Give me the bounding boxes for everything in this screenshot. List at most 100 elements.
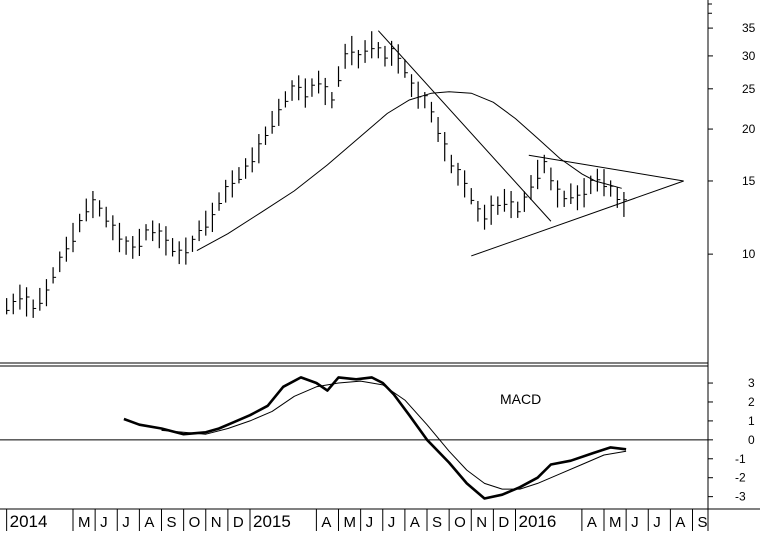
price-bar [251, 147, 256, 173]
price-bar [185, 237, 189, 265]
macd-y-tick-label: 2 [748, 395, 755, 409]
price-bar [278, 98, 282, 126]
price-bar [311, 78, 315, 97]
x-tick-label: S [432, 514, 442, 531]
price-bar [105, 206, 110, 228]
price-bar [477, 201, 481, 222]
x-tick-label: A [410, 514, 420, 531]
price-panel [0, 30, 708, 364]
price-bar [258, 134, 262, 164]
x-tick-label: D [498, 514, 509, 531]
price-bar [523, 191, 528, 212]
price-bar [264, 126, 269, 145]
x-tick-label: M [78, 514, 91, 531]
price-bar [291, 80, 296, 101]
price-bar [503, 188, 508, 212]
price-bar [59, 251, 63, 273]
price-bar [98, 200, 103, 217]
price-bar [623, 191, 627, 217]
price-bar [318, 70, 322, 94]
price-bar [39, 287, 43, 311]
price-bar [79, 213, 83, 233]
macd-label: MACD [500, 391, 541, 407]
x-tick-label: 2016 [519, 512, 557, 531]
price-bar [616, 187, 621, 208]
price-bar [231, 170, 236, 198]
price-bar [337, 66, 342, 87]
x-tick-label: J [366, 514, 374, 531]
trendline-3 [528, 154, 684, 182]
price-bar [324, 77, 329, 106]
x-tick-label: M [609, 514, 622, 531]
price-bar [198, 220, 203, 242]
price-bar [510, 190, 515, 219]
x-tick-label: N [476, 514, 487, 531]
price-bar [178, 241, 183, 265]
price-bar [517, 201, 521, 218]
price-bar [118, 222, 123, 253]
price-bar [576, 185, 581, 211]
price-bar [457, 162, 461, 186]
price-bar [298, 75, 302, 101]
price-y-tick-label: 20 [742, 122, 756, 136]
price-bar [165, 226, 169, 256]
x-tick-label: N [211, 514, 222, 531]
price-bar [331, 92, 335, 109]
price-bar [410, 74, 415, 97]
price-bar [444, 132, 448, 162]
price-bar [65, 236, 70, 262]
x-tick-label: A [144, 514, 154, 531]
price-bar [377, 42, 382, 59]
macd-y-tick-label: -2 [735, 471, 746, 485]
price-bar [218, 192, 223, 211]
macd-line [123, 376, 627, 500]
price-bar [364, 40, 369, 63]
x-tick-label: J [388, 514, 396, 531]
price-bar [570, 183, 574, 205]
x-tick-label: M [344, 514, 357, 531]
price-bar [351, 35, 355, 66]
price-bar [92, 190, 96, 219]
price-bar [450, 154, 455, 174]
price-bar [19, 284, 23, 310]
price-bar [490, 195, 495, 225]
x-tick-label: J [631, 514, 639, 531]
price-bar [85, 198, 90, 222]
price-bar [45, 279, 50, 307]
price-bar [191, 235, 196, 252]
price-bar [537, 159, 541, 190]
x-tick-label: A [587, 514, 597, 531]
x-tick-label: S [167, 514, 177, 531]
price-bar [384, 45, 388, 67]
price-bar [205, 210, 209, 236]
price-bar [152, 220, 156, 242]
macd-y-tick-label: 3 [748, 376, 755, 390]
x-tick-label: J [122, 514, 130, 531]
price-bar [304, 78, 309, 108]
price-bar [138, 228, 143, 256]
price-bar [603, 169, 608, 197]
price-y-tick-label: 25 [742, 82, 756, 96]
x-tick-label: J [653, 514, 661, 531]
price-bar [344, 43, 349, 69]
price-bar [497, 196, 501, 215]
price-bar [583, 178, 588, 208]
price-bar [112, 215, 116, 241]
price-bar [244, 158, 249, 179]
x-tick-label: S [698, 514, 708, 531]
price-bar [563, 190, 568, 207]
price-bar [25, 287, 30, 317]
price-y-tick-label: 10 [742, 247, 756, 261]
x-tick-label: O [454, 514, 466, 531]
x-tick-label: 2014 [10, 512, 48, 531]
price-y-tick-label: 30 [742, 49, 756, 63]
price-bar [225, 179, 229, 203]
x-tick-label: J [100, 514, 108, 531]
macd-y-tick-label: -3 [735, 490, 746, 504]
trendline-2 [471, 180, 684, 257]
price-bar [52, 267, 57, 284]
macd-y-tick-label: 1 [748, 414, 755, 428]
